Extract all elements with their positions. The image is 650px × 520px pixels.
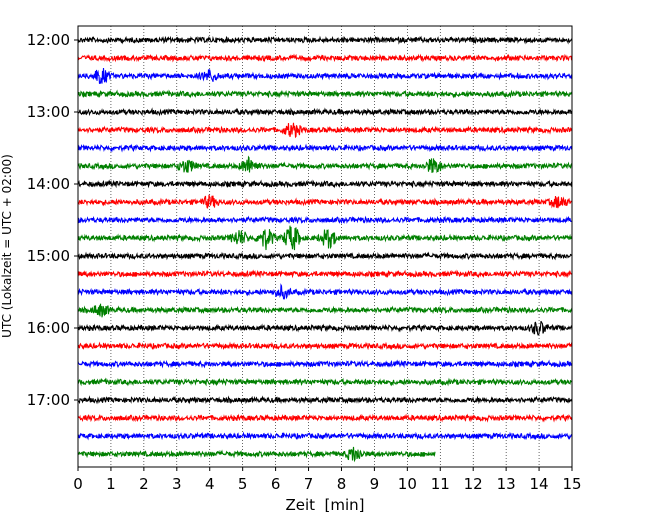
y-tick-label: 12:00 — [27, 31, 70, 49]
plot-frame — [77, 25, 573, 468]
seismogram-trace — [77, 122, 573, 139]
y-tick-label: 16:00 — [27, 319, 70, 337]
seismogram-trace — [77, 377, 573, 387]
x-tick-label: 2 — [139, 475, 149, 493]
x-tick-label: 4 — [205, 475, 215, 493]
seismogram-trace — [77, 194, 573, 209]
seismogram-trace — [77, 446, 436, 463]
x-tick-label: 1 — [106, 475, 116, 493]
seismogram-traces — [77, 35, 573, 463]
x-tick-label: 0 — [73, 475, 83, 493]
seismogram-trace — [77, 35, 573, 45]
seismogram-trace — [77, 395, 573, 405]
x-tick-label: 10 — [398, 475, 417, 493]
y-axis-label: UTC (Lokalzeit = UTC + 02:00) — [0, 154, 14, 338]
seismogram-trace — [77, 67, 573, 84]
seismogram-trace — [77, 431, 573, 441]
seismogram-trace — [77, 215, 573, 225]
seismogram-trace — [77, 320, 573, 336]
x-tick-label: 15 — [562, 475, 581, 493]
seismogram-trace — [77, 89, 573, 99]
x-tick-label: 9 — [370, 475, 380, 493]
seismogram-trace — [77, 413, 573, 423]
seismogram-trace — [77, 179, 573, 189]
y-axis-ticks: 12:00 13:00 14:00 15:00 16:00 17:00 — [27, 31, 78, 409]
seismogram-trace — [77, 359, 573, 369]
x-tick-label: 12 — [464, 475, 483, 493]
seismogram-trace — [77, 155, 573, 174]
seismogram-trace — [77, 341, 573, 351]
seismogram-trace — [77, 251, 573, 261]
x-tick-label: 8 — [337, 475, 347, 493]
seismogram-trace — [77, 269, 573, 279]
seismogram-trace — [77, 143, 573, 153]
x-tick-label: 5 — [238, 475, 248, 493]
seismogram-trace — [77, 53, 573, 63]
y-tick-label: 15:00 — [27, 247, 70, 265]
seismogram-trace — [77, 303, 573, 318]
seismogram-trace — [77, 107, 573, 117]
x-axis-ticks: 0 1 2 3 4 5 6 7 8 9 10 11 12 13 14 15 — [73, 467, 582, 493]
seismogram-trace — [77, 283, 573, 300]
x-tick-label: 14 — [530, 475, 549, 493]
y-tick-label: 17:00 — [27, 391, 70, 409]
x-tick-label: 13 — [497, 475, 516, 493]
seismogram-trace — [77, 225, 573, 251]
x-tick-label: 7 — [304, 475, 314, 493]
y-tick-label: 13:00 — [27, 103, 70, 121]
x-tick-label: 11 — [431, 475, 450, 493]
y-tick-label: 14:00 — [27, 175, 70, 193]
x-tick-label: 6 — [271, 475, 281, 493]
x-tick-label: 3 — [172, 475, 182, 493]
x-axis-label: Zeit [min] — [285, 496, 364, 514]
